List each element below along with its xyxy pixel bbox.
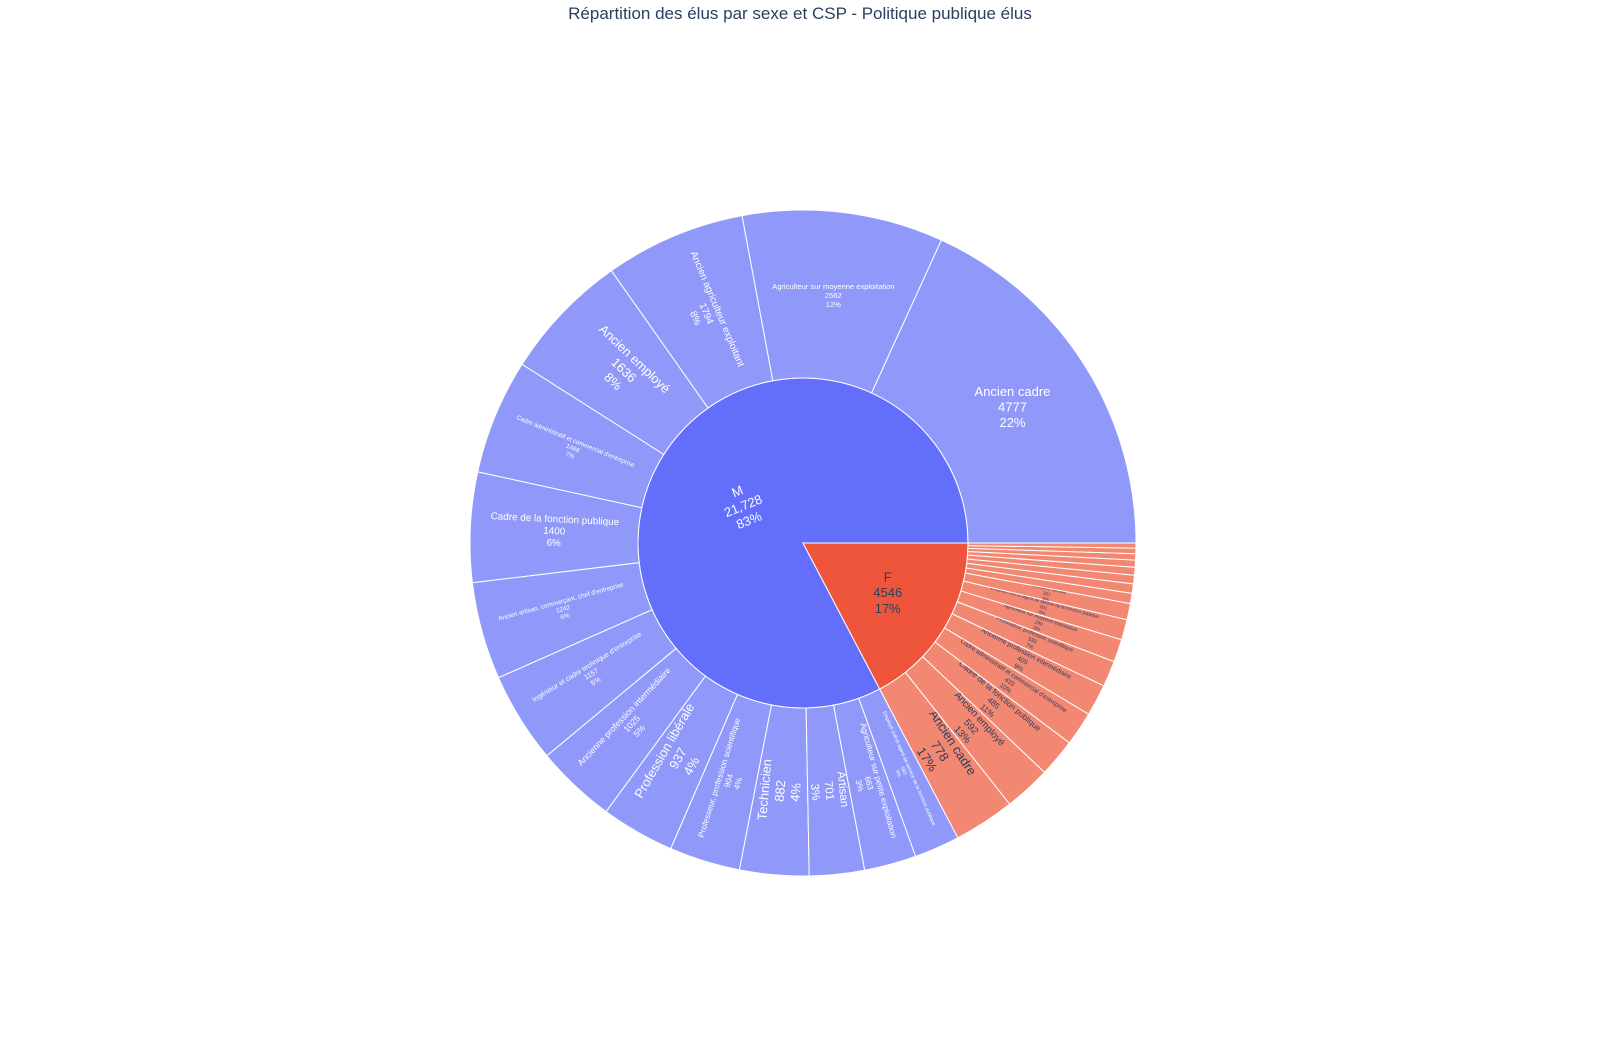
sector-m-ancien-cadre[interactable] xyxy=(870,239,1137,544)
sector-f-unlabeled-16[interactable] xyxy=(967,542,1137,549)
chart-title: Répartition des élus par sexe et CSP - P… xyxy=(568,4,1032,23)
